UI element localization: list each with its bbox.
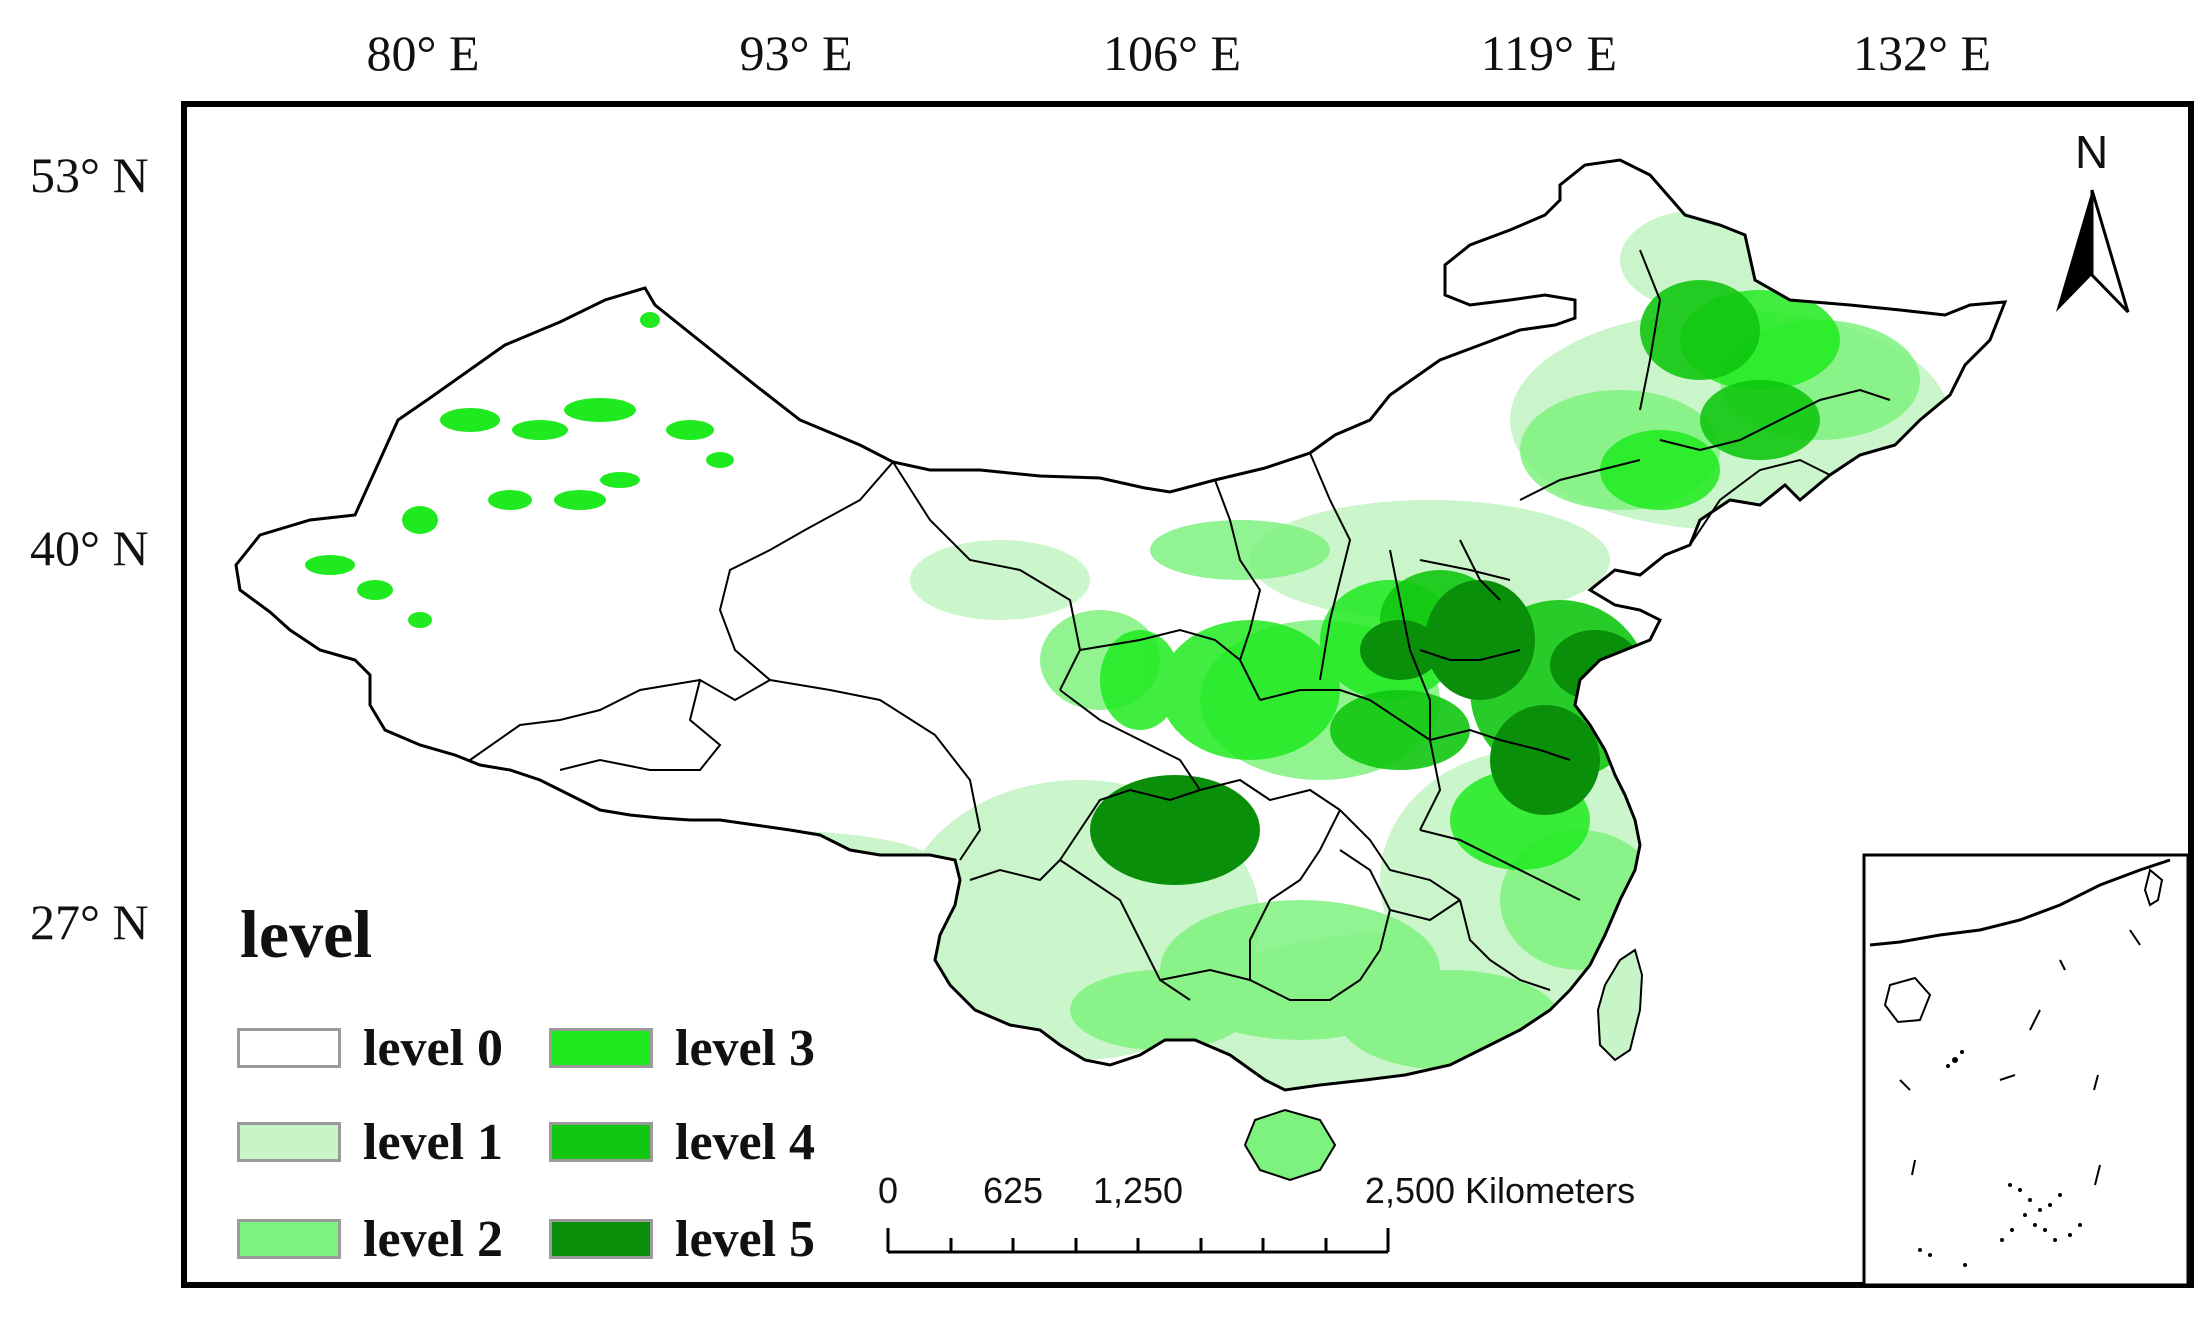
scale-label-2500-km: 2,500 Kilometers <box>1364 1170 1636 1211</box>
legend-swatch-level-0 <box>237 1028 341 1068</box>
legend-swatch-level-4 <box>549 1122 653 1162</box>
scale-label-625: 625 <box>982 1170 1044 1211</box>
legend-item-level-1: level 1 <box>237 1114 503 1171</box>
legend-label-level-5: level 5 <box>675 1210 816 1268</box>
legend-title: level <box>240 896 373 972</box>
legend-label-level-3: level 3 <box>675 1019 816 1077</box>
scale-label-1250: 1,250 <box>1092 1170 1184 1211</box>
latitude-label-27n: 27° N <box>30 894 149 950</box>
south-china-sea-inset <box>1862 853 2190 1287</box>
hainan-island <box>1243 1108 1337 1182</box>
scale-label-0: 0 <box>877 1170 899 1211</box>
longitude-label-132e: 132° E <box>1852 25 1992 81</box>
legend-label-level-2: level 2 <box>363 1210 504 1268</box>
longitude-label-80e: 80° E <box>366 25 480 81</box>
scale-bar <box>886 1228 1390 1254</box>
legend-swatch-level-5 <box>549 1219 653 1259</box>
legend-item-level-4: level 4 <box>549 1114 815 1171</box>
north-label: N <box>2075 126 2109 178</box>
legend-item-level-2: level 2 <box>237 1211 503 1268</box>
north-arrow-icon <box>2056 189 2130 314</box>
longitude-label-106e: 106° E <box>1102 25 1242 81</box>
boundary-layer <box>234 158 2008 1092</box>
longitude-label-119e: 119° E <box>1480 25 1618 81</box>
legend-swatch-level-3 <box>549 1028 653 1068</box>
legend-item-level-3: level 3 <box>549 1020 815 1077</box>
latitude-label-53n: 53° N <box>30 147 149 203</box>
taiwan-island <box>1596 948 1644 1062</box>
legend-swatch-level-1 <box>237 1122 341 1162</box>
legend-swatch-level-2 <box>237 1219 341 1259</box>
legend-item-level-0: level 0 <box>237 1020 503 1077</box>
legend-label-level-1: level 1 <box>363 1113 504 1171</box>
longitude-label-93e: 93° E <box>739 25 853 81</box>
legend-label-level-4: level 4 <box>675 1113 816 1171</box>
legend-item-level-5: level 5 <box>549 1211 815 1268</box>
legend-label-level-0: level 0 <box>363 1019 504 1077</box>
latitude-label-40n: 40° N <box>30 520 149 576</box>
